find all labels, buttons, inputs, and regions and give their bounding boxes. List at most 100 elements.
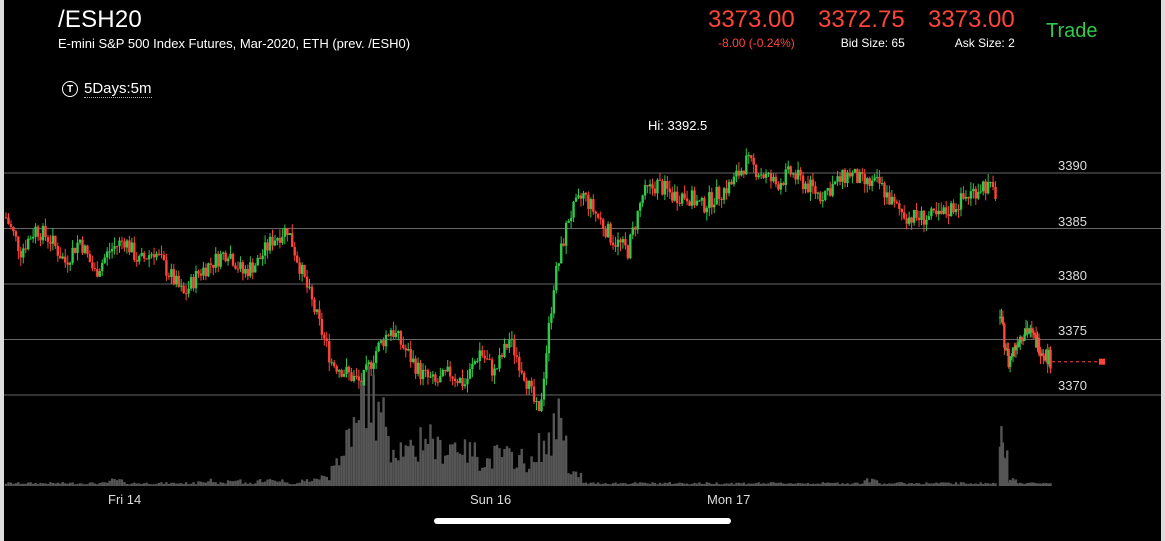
seg1-volume-bar: [101, 482, 104, 486]
seg1-volume-bar: [560, 417, 563, 486]
seg1-volume-bar: [268, 479, 272, 486]
seg1-volume-bar: [483, 467, 486, 486]
seg1-volume-bar: [236, 480, 240, 486]
seg1-volume-bar: [740, 483, 743, 486]
seg1-volume-bar: [883, 483, 886, 486]
seg1-candle: [83, 245, 87, 253]
seg1-candle: [680, 193, 684, 204]
seg1-volume-bar: [330, 465, 333, 486]
seg1-volume-bar: [977, 484, 980, 486]
seg1-candle: [399, 331, 403, 345]
seg1-candle: [192, 277, 195, 289]
seg1-candle: [656, 179, 659, 194]
seg1-candle: [271, 236, 274, 246]
seg1-candle: [135, 260, 138, 262]
seg2-candle: [1047, 350, 1051, 365]
seg1-volume-bar: [125, 483, 129, 486]
seg1-volume-bar: [244, 482, 247, 486]
seg1-candle: [552, 290, 556, 314]
timeframe-selector[interactable]: T 5Days:5m: [62, 80, 152, 98]
seg1-volume-bar: [587, 483, 590, 486]
seg1-volume-bar: [54, 483, 57, 486]
seg1-candle: [542, 378, 546, 400]
seg1-volume-bar: [927, 483, 931, 486]
seg1-candle: [436, 381, 440, 383]
last-price: 3373.00: [708, 6, 795, 33]
seg1-volume-bar: [172, 482, 176, 486]
seg1-candle: [574, 197, 578, 202]
seg1-volume-bar: [409, 439, 412, 486]
home-indicator[interactable]: [434, 518, 731, 524]
seg1-candle: [340, 370, 343, 377]
seg1-volume-bar: [115, 480, 119, 486]
seg1-volume-bar: [258, 479, 262, 486]
seg1-candle: [836, 176, 839, 182]
seg2-volume-bar: [1003, 457, 1006, 486]
seg1-candle: [207, 263, 210, 277]
seg1-volume-bar: [414, 456, 417, 486]
seg1-volume-bar: [641, 482, 644, 486]
seg1-volume-bar: [503, 448, 506, 486]
seg1-volume-bar: [858, 484, 862, 486]
seg1-candle: [589, 199, 593, 210]
seg1-candle: [750, 155, 753, 158]
seg1-volume-bar: [167, 483, 171, 486]
seg1-volume-bar: [426, 443, 430, 486]
seg1-candle: [108, 251, 111, 253]
seg1-candle: [382, 340, 385, 347]
trade-button[interactable]: Trade: [1046, 20, 1098, 42]
seg1-candle: [646, 185, 649, 187]
seg2-volume-bar: [1000, 426, 1003, 486]
seg1-volume-bar: [574, 471, 578, 486]
seg1-candle: [98, 271, 101, 277]
seg1-candle: [809, 179, 812, 193]
seg1-volume-bar: [424, 438, 427, 486]
seg1-volume-bar: [478, 470, 481, 486]
seg2-candle: [1016, 345, 1019, 347]
seg1-volume-bar: [29, 482, 32, 486]
seg1-candle: [515, 355, 519, 357]
seg1-candle: [907, 217, 911, 224]
seg1-volume-bar: [582, 482, 585, 486]
seg1-candle: [658, 179, 662, 181]
seg1-candle: [991, 182, 995, 187]
seg1-volume-bar: [957, 484, 960, 486]
seg1-candle: [249, 262, 252, 277]
seg2-volume-bar: [1037, 483, 1041, 486]
seg1-volume-bar: [866, 478, 869, 486]
seg1-candle: [335, 366, 338, 372]
seg1-volume-bar: [192, 482, 195, 486]
seg1-volume-bar: [880, 484, 884, 486]
seg1-candle: [693, 190, 696, 206]
seg1-candle: [330, 362, 333, 364]
seg1-candle: [303, 264, 306, 277]
seg2-volume-bar: [1030, 482, 1033, 486]
seg2-volume-bar: [1001, 442, 1005, 486]
seg1-volume-bar: [944, 482, 948, 486]
seg1-candle: [409, 349, 412, 362]
seg1-volume-bar: [347, 428, 351, 486]
seg1-volume-bar: [113, 478, 116, 486]
seg1-volume-bar: [954, 482, 958, 486]
seg1-volume-bar: [774, 482, 778, 486]
seg1-candle: [510, 338, 514, 340]
seg1-candle: [4, 217, 8, 219]
seg1-volume-bar: [759, 483, 763, 486]
seg1-volume-bar: [278, 481, 282, 486]
seg1-volume-bar: [7, 482, 10, 486]
seg1-candle: [811, 179, 815, 187]
seg1-candle: [604, 228, 607, 238]
seg1-candle: [365, 364, 368, 370]
seg1-candle: [979, 191, 982, 193]
seg1-volume-bar: [384, 426, 388, 486]
seg1-volume-bar: [303, 481, 306, 486]
seg1-candle: [441, 369, 444, 377]
seg1-volume-bar: [323, 475, 326, 486]
seg1-volume-bar: [676, 483, 679, 486]
seg1-candle: [165, 260, 168, 276]
seg1-volume-bar: [619, 483, 622, 486]
seg1-candle: [806, 183, 810, 193]
timeframe-label: 5Days:5m: [84, 80, 152, 98]
seg1-candle: [885, 192, 889, 198]
